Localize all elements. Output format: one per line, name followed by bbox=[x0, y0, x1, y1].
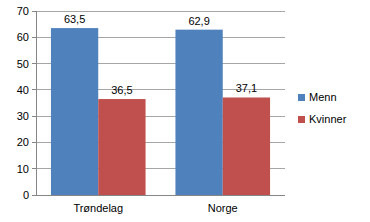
y-tick-label: 70 bbox=[17, 5, 29, 17]
tick-mark bbox=[32, 142, 36, 143]
legend: Menn Kvinner bbox=[298, 91, 347, 125]
data-label: 36,5 bbox=[111, 84, 132, 96]
bar bbox=[223, 97, 270, 195]
legend-swatch bbox=[298, 116, 305, 123]
bars bbox=[51, 28, 270, 195]
grid-line bbox=[36, 11, 285, 12]
bar bbox=[98, 99, 145, 195]
y-tick-label: 30 bbox=[17, 110, 29, 122]
grid-line bbox=[36, 195, 285, 196]
data-labels: 63,5 36,5 62,9 37,1 bbox=[64, 13, 257, 96]
y-axis bbox=[36, 11, 37, 195]
y-tick-label: 10 bbox=[17, 163, 29, 175]
tick-mark bbox=[32, 168, 36, 169]
bar bbox=[51, 28, 98, 195]
legend-label: Kvinner bbox=[309, 113, 347, 125]
y-tick-label: 20 bbox=[17, 136, 29, 148]
tick-mark bbox=[32, 11, 36, 12]
tick-mark bbox=[32, 116, 36, 117]
tick-mark bbox=[32, 89, 36, 90]
y-tick-label: 40 bbox=[17, 84, 29, 96]
legend-label: Menn bbox=[309, 91, 337, 103]
y-tick-label: 60 bbox=[17, 31, 29, 43]
tick-mark bbox=[32, 63, 36, 64]
legend-swatch bbox=[298, 94, 305, 101]
chart: 0 10 20 30 40 50 60 70 63,5 36,5 62,9 37,1 Trøndelag… bbox=[0, 0, 370, 222]
x-tick-label: Trøndelag bbox=[73, 202, 123, 214]
x-tick-label: Norge bbox=[208, 202, 238, 214]
tick-mark bbox=[32, 37, 36, 38]
bar bbox=[175, 30, 222, 195]
data-label: 62,9 bbox=[188, 15, 209, 27]
tick-mark bbox=[32, 195, 36, 196]
data-label: 63,5 bbox=[64, 13, 85, 25]
data-label: 37,1 bbox=[236, 82, 257, 94]
x-axis bbox=[36, 195, 285, 196]
y-tick-label: 50 bbox=[17, 58, 29, 70]
y-tick-label: 0 bbox=[23, 189, 29, 201]
chart-svg: 0 10 20 30 40 50 60 70 63,5 36,5 62,9 37,1 Trøndelag… bbox=[0, 0, 370, 222]
